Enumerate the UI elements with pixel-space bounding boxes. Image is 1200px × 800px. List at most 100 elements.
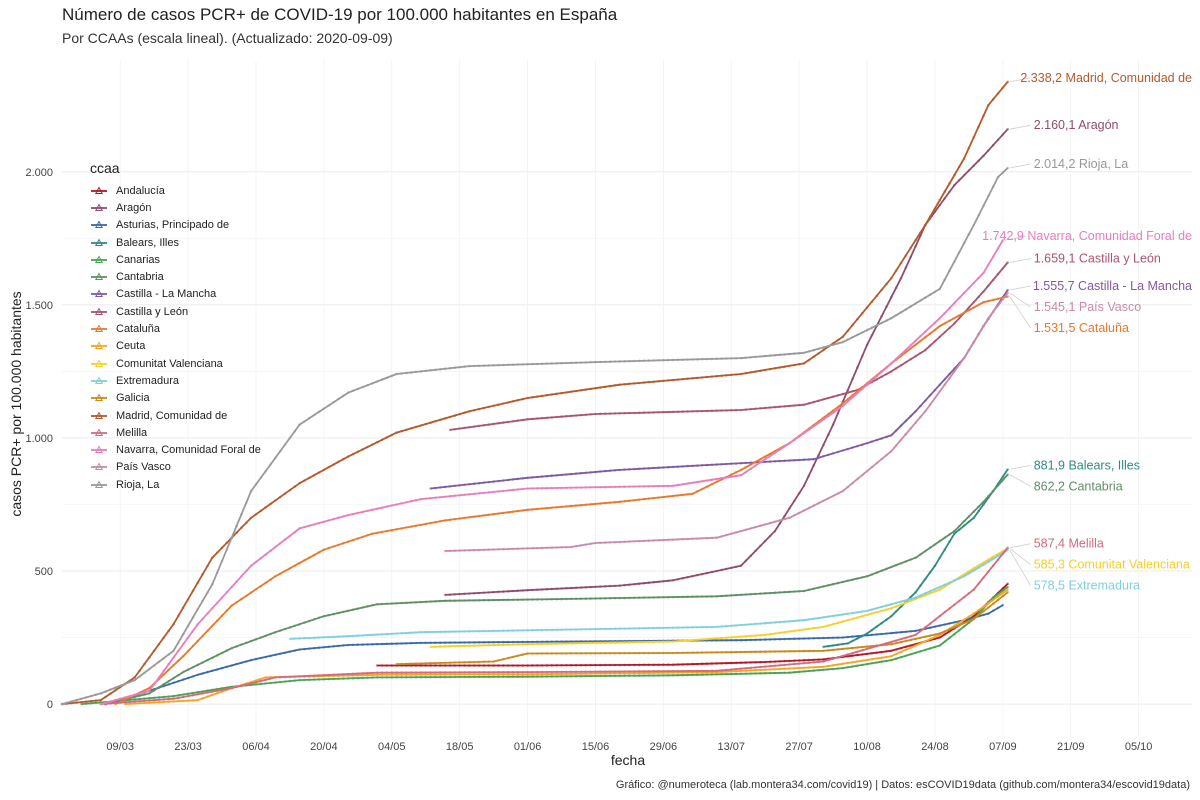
data-point <box>453 593 457 596</box>
data-point <box>817 660 820 664</box>
data-point <box>705 669 709 673</box>
data-point <box>312 473 316 477</box>
data-point <box>807 402 811 405</box>
data-point <box>569 486 573 490</box>
chart-subtitle: Por CCAAs (escala lineal). (Actualizado:… <box>62 30 393 46</box>
data-point <box>700 625 704 629</box>
data-point <box>594 597 597 600</box>
data-point <box>797 362 801 366</box>
data-point <box>928 592 932 595</box>
data-point <box>885 453 888 457</box>
data-point <box>754 525 757 529</box>
data-point <box>720 409 723 412</box>
data-point <box>841 449 845 452</box>
data-point <box>346 634 350 638</box>
data-point <box>725 462 728 466</box>
data-point <box>856 660 859 663</box>
data-point <box>666 640 670 643</box>
data-point <box>996 297 1000 301</box>
data-point <box>434 645 437 648</box>
data-point <box>531 547 534 550</box>
data-point <box>400 671 403 674</box>
legend-label: Cantabria <box>116 271 164 284</box>
series-castilla-y-le-n <box>448 261 1009 432</box>
data-point <box>288 567 292 570</box>
data-point <box>356 634 360 637</box>
data-point <box>666 538 670 542</box>
data-point <box>734 471 738 474</box>
data-point <box>492 404 495 408</box>
data-point <box>502 670 505 674</box>
data-point <box>492 422 495 426</box>
data-point <box>899 438 903 442</box>
data-point <box>943 278 946 282</box>
data-point <box>545 486 549 490</box>
data-point <box>943 322 946 325</box>
data-point <box>734 672 738 676</box>
data-point <box>492 364 495 367</box>
data-point <box>637 582 641 585</box>
data-point <box>759 544 762 548</box>
data-point <box>361 510 365 514</box>
data-point <box>851 665 854 668</box>
data-point <box>414 631 418 634</box>
data-point <box>904 432 908 436</box>
data-point <box>987 195 990 198</box>
data-point <box>594 670 597 673</box>
data-point <box>293 637 297 640</box>
data-point <box>691 410 694 413</box>
data-point <box>458 427 462 430</box>
data-point <box>827 433 830 437</box>
data-point <box>448 664 452 667</box>
data-point <box>681 651 685 655</box>
data-point <box>768 671 772 675</box>
data-point <box>613 469 617 472</box>
data-point <box>793 649 796 653</box>
data-point <box>565 391 568 394</box>
data-point <box>487 660 491 663</box>
data-point <box>996 272 1000 276</box>
data-point <box>400 527 403 530</box>
data-point <box>303 636 306 640</box>
data-point <box>851 611 854 615</box>
data-point <box>686 575 689 579</box>
data-point <box>322 614 326 618</box>
data-point <box>652 640 655 644</box>
data-point <box>143 690 146 694</box>
data-point <box>560 486 563 490</box>
data-point <box>453 366 457 370</box>
data-point <box>749 666 752 670</box>
data-point <box>657 539 660 542</box>
data-point <box>298 648 301 651</box>
data-point <box>443 673 447 676</box>
data-point <box>540 672 544 676</box>
data-point <box>531 362 534 366</box>
data-point <box>846 666 849 669</box>
data-point <box>288 626 292 629</box>
y-tick-label: 2.000 <box>25 167 53 179</box>
data-point <box>802 403 806 407</box>
data-point <box>346 672 350 676</box>
data-point <box>589 471 592 474</box>
data-point <box>167 680 170 683</box>
data-point <box>666 674 670 677</box>
data-point <box>691 537 694 541</box>
data-point <box>763 539 767 543</box>
data-point <box>987 570 990 573</box>
data-point <box>390 673 394 676</box>
data-point <box>439 673 442 676</box>
data-point <box>574 389 578 393</box>
data-point <box>831 644 835 647</box>
data-point <box>497 659 500 662</box>
data-point <box>526 670 529 674</box>
data-point <box>739 669 743 673</box>
data-point <box>909 414 912 418</box>
data-point <box>982 613 985 617</box>
label-leader <box>1004 235 1026 241</box>
data-point <box>342 635 345 638</box>
data-point <box>472 592 476 595</box>
data-point <box>409 641 413 645</box>
data-point <box>574 361 578 365</box>
data-point <box>516 654 520 658</box>
data-point <box>608 672 612 675</box>
